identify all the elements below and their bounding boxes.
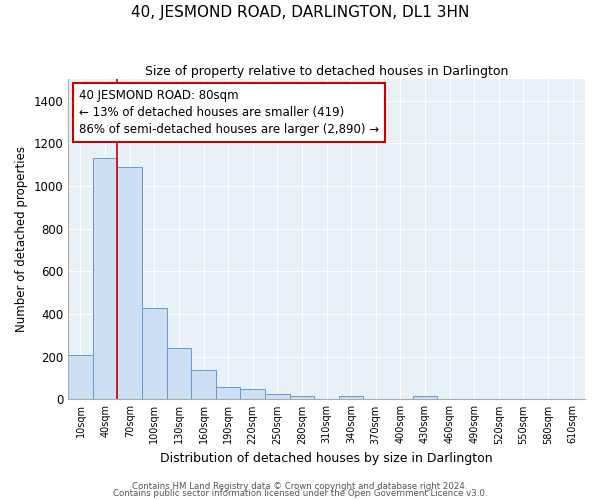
Bar [290, 396, 314, 400]
Text: Contains public sector information licensed under the Open Government Licence v3: Contains public sector information licen… [113, 490, 487, 498]
Bar [241, 390, 265, 400]
Bar [68, 354, 93, 400]
Bar [216, 386, 241, 400]
Bar [191, 370, 216, 400]
Bar [93, 158, 118, 400]
Bar [339, 396, 364, 400]
Y-axis label: Number of detached properties: Number of detached properties [15, 146, 28, 332]
Title: Size of property relative to detached houses in Darlington: Size of property relative to detached ho… [145, 65, 508, 78]
Bar [265, 394, 290, 400]
Text: 40, JESMOND ROAD, DARLINGTON, DL1 3HN: 40, JESMOND ROAD, DARLINGTON, DL1 3HN [131, 5, 469, 20]
X-axis label: Distribution of detached houses by size in Darlington: Distribution of detached houses by size … [160, 452, 493, 465]
Bar [118, 166, 142, 400]
Bar [142, 308, 167, 400]
Bar [413, 396, 437, 400]
Bar [167, 348, 191, 400]
Text: Contains HM Land Registry data © Crown copyright and database right 2024.: Contains HM Land Registry data © Crown c… [132, 482, 468, 491]
Text: 40 JESMOND ROAD: 80sqm
← 13% of detached houses are smaller (419)
86% of semi-de: 40 JESMOND ROAD: 80sqm ← 13% of detached… [79, 89, 379, 136]
